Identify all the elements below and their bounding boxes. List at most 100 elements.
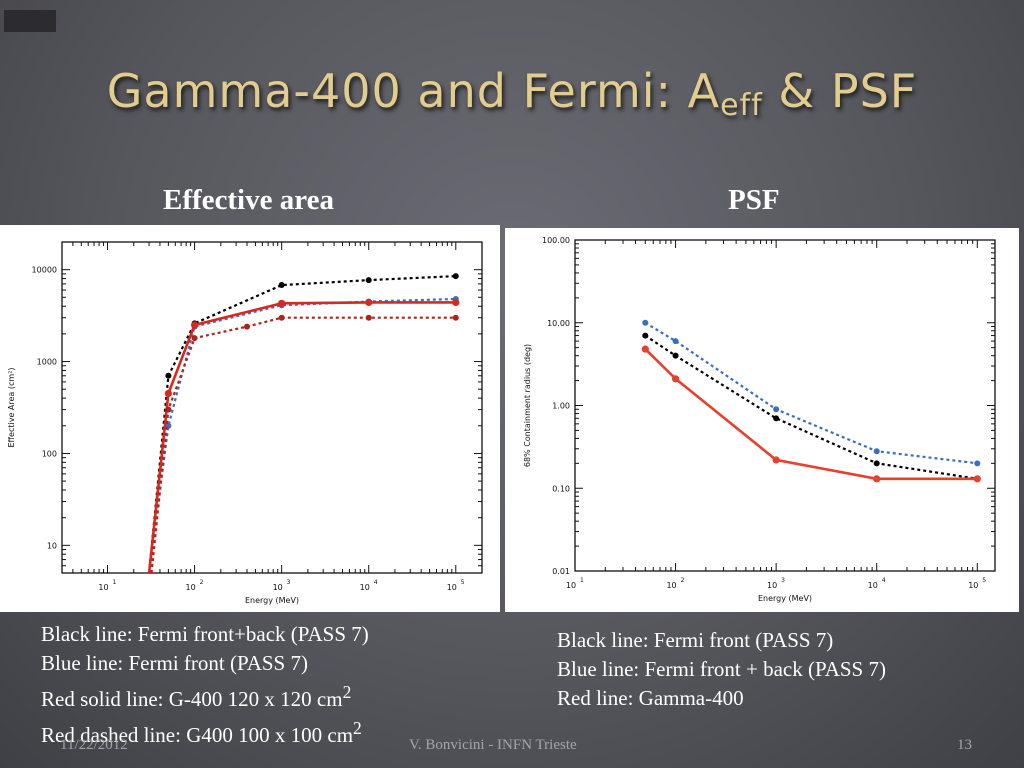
psf-chart: 10 1 10 2 10 3 10 4 10 5 0.01 0.10 1.00 10.00 100.00 En… [523, 236, 996, 603]
data-point [452, 273, 459, 280]
x-tick-exponent: 3 [781, 577, 785, 584]
x-axis-label: Energy (MeV) [245, 596, 299, 605]
y-tick-label: 10000 [32, 266, 57, 275]
x-axis-label: Energy (MeV) [758, 594, 812, 603]
x-tick-label: 10 [566, 581, 576, 590]
data-point [165, 406, 172, 413]
series-1 [148, 273, 459, 573]
effective-area-chart-panel: 10 1 10 2 10 3 10 4 10 5 10 100 1000 10000 Energy (MeV… [0, 225, 500, 612]
plot-frame [61, 241, 483, 574]
x-tick-label: 10 [968, 581, 978, 590]
data-point [365, 298, 373, 307]
data-point [773, 406, 780, 413]
data-point [452, 298, 460, 307]
y-axis-label: 68% Containment radius (deg) [523, 344, 532, 467]
y-tick-label: 1.00 [552, 402, 570, 411]
data-point [278, 282, 285, 289]
data-point [873, 460, 880, 467]
series-2-line [148, 297, 456, 573]
series-3-line [147, 301, 456, 573]
data-point [773, 415, 780, 422]
data-point [642, 332, 649, 339]
legend-red-dashed-text: Red dashed line: G400 100 x 100 cm [41, 723, 354, 747]
x-tick-exponent: 4 [882, 577, 886, 584]
psf-heading: PSF [728, 184, 780, 216]
legend-red-dashed-sup: 2 [353, 718, 362, 738]
legend-blue-line: Blue line: Fermi front (PASS 7) [41, 651, 308, 675]
x-tick-label: 10 [767, 581, 777, 590]
x-tick-exponent: 1 [113, 579, 117, 586]
title-subscript: eff [720, 88, 763, 123]
psf-chart-panel: 10 1 10 2 10 3 10 4 10 5 0.01 0.10 1.00 10.00 100.00 En… [505, 228, 1019, 612]
effective-area-heading: Effective area [163, 184, 334, 216]
y-tick-label: 100.00 [542, 236, 570, 245]
data-point [772, 456, 780, 464]
legend-red-solid-sup: 2 [342, 682, 352, 702]
x-tick-exponent: 2 [681, 577, 685, 584]
x-tick-label: 10 [98, 583, 108, 592]
y-tick-label: 100 [42, 449, 57, 458]
y-axis-label: Effective Area (cm²) [7, 367, 16, 447]
slide-title: Gamma-400 and Fermi: Aeff & PSF [0, 64, 1024, 123]
footer-page-number: 13 [957, 737, 972, 753]
data-point [278, 299, 286, 307]
x-tick-label: 10 [185, 583, 195, 592]
data-point [190, 321, 199, 329]
x-tick-label: 10 [447, 583, 457, 592]
legend-red-dashed-line: Red dashed line: G400 100 x 100 cm2 [41, 714, 369, 750]
x-tick-exponent: 1 [580, 577, 584, 584]
effective-area-chart: 10 1 10 2 10 3 10 4 10 5 10 100 1000 10000 Energy (MeV… [7, 241, 483, 605]
data-point [672, 352, 679, 359]
series-4-line [150, 316, 456, 573]
series-3-line [644, 348, 978, 481]
footer-author: V. Bonvicini - INFN Trieste [409, 737, 577, 753]
data-point [191, 335, 198, 342]
x-tick-exponent: 2 [200, 579, 204, 586]
y-tick-label: 10.00 [547, 319, 570, 328]
data-point [974, 460, 981, 467]
data-point [278, 314, 285, 321]
series-1-line [644, 334, 978, 480]
x-tick-exponent: 5 [982, 577, 986, 584]
legend-black-line: Black line: Fermi front+back (PASS 7) [41, 622, 369, 646]
corner-decoration [4, 10, 56, 32]
effective-area-legend: Black line: Fermi front+back (PASS 7) Bl… [41, 620, 369, 750]
data-point [365, 314, 372, 321]
plot-frame [574, 239, 996, 572]
y-tick-label: 10 [47, 541, 57, 550]
x-tick-label: 10 [868, 581, 878, 590]
data-point [672, 338, 679, 345]
series-3 [641, 345, 981, 483]
data-point [365, 277, 372, 284]
data-point [641, 345, 649, 353]
psf-legend-blue-line: Blue line: Fermi front + back (PASS 7) [557, 657, 886, 681]
x-tick-exponent: 4 [374, 579, 378, 586]
psf-legend-black-line: Black line: Fermi front (PASS 7) [557, 628, 834, 652]
data-point [671, 375, 680, 383]
title-tail: & PSF [762, 64, 918, 118]
series-3 [147, 298, 460, 573]
psf-legend-red-line: Red line: Gamma-400 [557, 686, 744, 710]
data-point [873, 448, 880, 455]
data-point [873, 475, 881, 483]
data-point [452, 314, 459, 321]
data-point [244, 323, 251, 330]
psf-legend: Black line: Fermi front (PASS 7) Blue li… [557, 626, 886, 713]
x-tick-exponent: 3 [287, 579, 291, 586]
x-tick-label: 10 [360, 583, 370, 592]
series-1 [642, 332, 981, 482]
data-point [642, 319, 649, 326]
data-point [973, 475, 981, 483]
y-tick-label: 0.01 [552, 567, 570, 576]
x-tick-label: 10 [666, 581, 676, 590]
x-tick-exponent: 5 [461, 579, 465, 586]
series-2 [642, 319, 981, 467]
series-4 [150, 314, 459, 573]
data-point [164, 389, 172, 398]
data-point [165, 372, 172, 379]
footer-date: 11/22/2012 [60, 737, 128, 753]
legend-red-solid-line: Red solid line: G-400 120 x 120 cm2 [41, 678, 369, 714]
y-tick-label: 1000 [37, 358, 57, 367]
legend-red-solid-text: Red solid line: G-400 120 x 120 cm [41, 687, 343, 711]
title-main: Gamma-400 and Fermi: A [106, 64, 721, 118]
